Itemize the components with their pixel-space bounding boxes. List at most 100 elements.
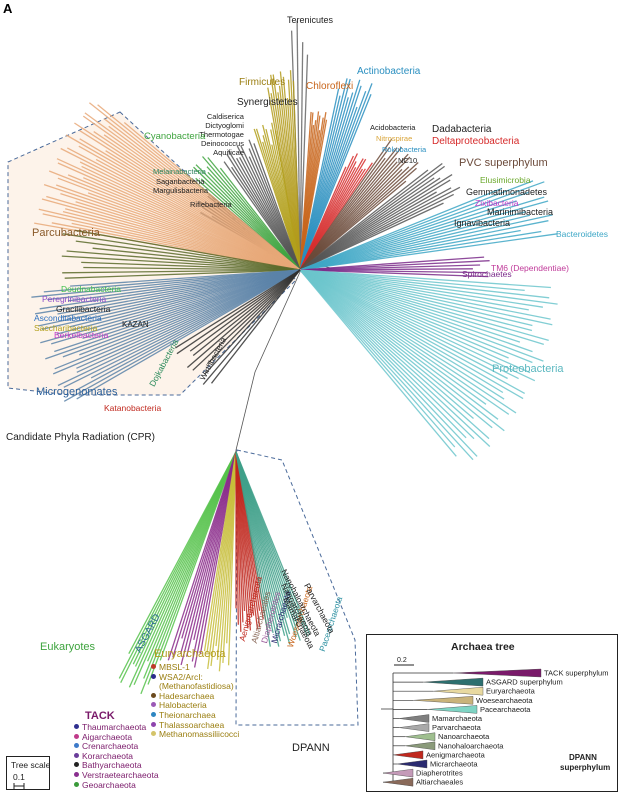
tree-scale-title: Tree scale xyxy=(11,760,51,770)
fan-eukaryotes xyxy=(118,451,237,695)
tack-member-item: Geoarchaeota xyxy=(74,779,159,791)
eury-member-item: MBSL-1 xyxy=(151,662,239,673)
fan-tack xyxy=(167,451,237,668)
inset-clade-label: Nanoarchaeota xyxy=(438,732,490,741)
inset-clade-label: Parvarchaeota xyxy=(432,723,482,732)
label-caldiserica: Caldiserica xyxy=(206,112,244,121)
inset-clade-label: ASGARD superphylum xyxy=(486,678,563,687)
label-nc10: NC10 xyxy=(398,156,418,165)
label-asconditabacteria: Asconditabacteria xyxy=(34,313,102,323)
inset-clade-label: Altiarchaeales xyxy=(416,778,463,787)
label-saccharibacteria: Saccharibacteria xyxy=(34,323,98,333)
label-synergistetes: Synergistetes xyxy=(237,97,298,108)
inset-clade-wedge xyxy=(396,759,428,769)
label-cpr-title: Candidate Phyla Radiation (CPR) xyxy=(6,432,155,443)
label-margulisbacteria: Margulisbacteria xyxy=(153,186,209,195)
inset-clade-wedge xyxy=(398,723,430,732)
bullet-dot xyxy=(74,724,79,729)
tack-member-item: Bathyarchaeota xyxy=(74,761,159,771)
bullet-dot xyxy=(151,711,156,717)
label-doudnabacteria: Doudnabacteria xyxy=(61,284,122,294)
label-cyanobacteria: Cyanobacteria xyxy=(144,131,206,142)
tack-member-list: Thaumarchaeota Aigarchaeota Crenarchaeota K… xyxy=(74,722,159,791)
tack-member-item-label: Thaumarchaeota xyxy=(82,722,147,732)
label-dpann: DPANN xyxy=(292,742,330,754)
fan-cpr-lower xyxy=(175,269,301,385)
label-rokubacteria: Rokubacteria xyxy=(382,145,427,154)
label-tm6: TM6 (Dependentiae) xyxy=(491,263,569,273)
inset-clade-wedge xyxy=(412,696,474,705)
label-spirochaetes: Spirochaetes xyxy=(462,269,512,279)
label-microgenomates: Microgenomates xyxy=(36,386,118,398)
dpann-dashed-boundary xyxy=(235,449,359,726)
tack-member-item: Aigarchaeota xyxy=(74,732,159,743)
tack-member-item: Crenarchaeota xyxy=(74,741,159,752)
fan-microgenomates xyxy=(31,269,301,402)
eury-member-item-label: WSA2/ArcI: xyxy=(159,671,203,682)
inset-clade-wedge xyxy=(426,705,478,714)
label-firmicutes: Firmicutes xyxy=(239,77,286,88)
tree-scale-box: Tree scale 0.1 xyxy=(6,756,50,790)
label-zixibacteria: Zixibacteria xyxy=(475,198,519,208)
eury-member-item: WSA2/ArcI: xyxy=(151,671,239,683)
inset-clade-wedge xyxy=(452,668,542,678)
label-elusimicrobia: Elusimicrobia xyxy=(480,175,531,185)
eury-member-item-label: Hadesarchaea xyxy=(159,690,215,701)
tree-scale-value: 0.1 xyxy=(13,772,25,782)
label-stack-minor-bacteria: Caldiserica Dictyoglomi Thermotogae Dein… xyxy=(197,112,244,157)
eury-member-item-label: Methanomassiliicocci xyxy=(159,729,240,740)
bullet-dot xyxy=(151,731,156,737)
label-berkelbacteria: Berkelbacteria xyxy=(54,330,109,340)
eury-member-item-label: Thalassoarchaea xyxy=(159,719,225,730)
inset-backbone xyxy=(381,673,394,781)
label-saganbacteria: Saganbacteria xyxy=(156,176,205,186)
label-tack: TACK xyxy=(85,710,115,722)
eury-member-item: Hadesarchaea xyxy=(151,690,239,702)
eury-member-item: (Methanofastidiosa) xyxy=(151,681,239,692)
tack-member-item-label: Crenarchaeota xyxy=(82,741,139,752)
tack-member-item: Korarchaeota xyxy=(74,751,159,762)
label-euryarchaeota: Euryarchaeota xyxy=(154,648,226,660)
label-gracilibacteria: Gracilibacteria xyxy=(56,304,111,314)
label-chloroflexi: Chloroflexi xyxy=(306,81,354,92)
label-nitrospirae: Nitrospirae xyxy=(376,134,413,143)
fan-chloroflexi xyxy=(299,111,328,271)
inset-clade-wedge xyxy=(382,768,414,778)
label-ignavibacteria: Ignavibacteria xyxy=(454,218,511,228)
inset-clade-label: Mamarchaeota xyxy=(432,714,483,723)
label-actinobacteria: Actinobacteria xyxy=(357,66,421,77)
label-marinimibacteria: Marinimibacteria xyxy=(487,207,554,217)
label-aquificae: Aquificae xyxy=(213,148,244,157)
tack-member-item: Thaumarchaeota xyxy=(74,722,159,733)
bullet-dot xyxy=(74,781,79,787)
bullet-dot xyxy=(151,673,156,679)
label-deinococcus: Deinococcus xyxy=(201,139,244,148)
inset-clade-wedge xyxy=(404,741,436,751)
label-acidobacteria: Acidobacteria xyxy=(370,123,416,132)
label-kazan: KAZAN xyxy=(122,320,149,329)
eury-member-item: Thalassoarchaea xyxy=(151,719,239,731)
fan-bacteroidetes xyxy=(299,180,558,271)
bullet-dot xyxy=(151,702,156,708)
label-peregrinibacteria: Peregrinibacteria xyxy=(42,294,107,304)
label-bacteroidetes: Bacteroidetes xyxy=(556,229,608,239)
inset-clade-wedge xyxy=(392,750,424,760)
bullet-dot xyxy=(151,721,156,727)
tack-member-item-label: Bathyarchaeota xyxy=(82,760,142,771)
fan-pvc xyxy=(299,138,419,271)
archaea-tree-inset: Archaea tree 0.2 TACK superphylum ASGARD … xyxy=(366,634,618,792)
inset-clade-wedge xyxy=(382,777,414,787)
tack-member-item-label: Verstraetearchaeota xyxy=(82,769,159,780)
tack-member-item-label: Geoarchaeota xyxy=(82,779,136,790)
eury-member-item-label: Theionarchaea xyxy=(159,709,216,720)
bullet-dot xyxy=(74,771,79,777)
eury-member-item-label: (Methanofastidiosa) xyxy=(159,681,234,692)
fan-minor-bacteria xyxy=(223,139,301,271)
fan-cpr-minor xyxy=(61,229,301,279)
bullet-dot xyxy=(151,683,156,688)
inset-dpann-label-2: superphylum xyxy=(560,763,611,772)
fan-aenigmarchaeota xyxy=(235,451,268,632)
inset-clade-label: Euryarchaeota xyxy=(486,687,536,696)
eury-member-item: Methanomassiliicocci xyxy=(151,729,240,740)
